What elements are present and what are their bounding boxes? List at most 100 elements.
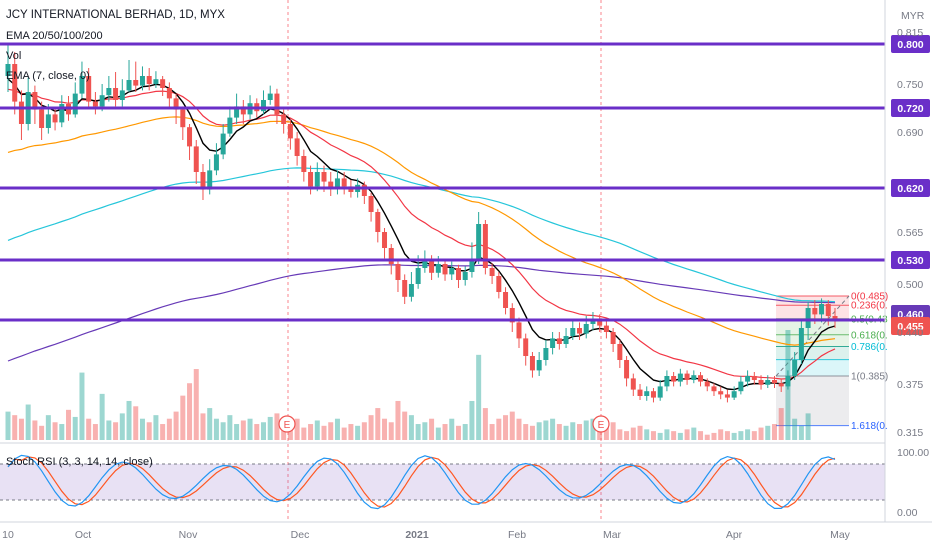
volume-bar — [435, 427, 441, 440]
candle-body — [556, 338, 562, 344]
candle-body — [220, 133, 226, 155]
volume-bar — [193, 369, 199, 440]
volume-bar — [637, 425, 643, 440]
volume-bar — [119, 413, 125, 440]
fib-label-1: 0.236(0. — [851, 301, 888, 312]
fib-label-0: 0(0.485) — [851, 292, 888, 303]
time-tick-label: Mar — [603, 529, 622, 541]
price-tick-label: 0.565 — [897, 227, 923, 239]
candle-body — [388, 248, 394, 264]
volume-bar — [469, 400, 475, 440]
candle-body — [442, 264, 448, 275]
volume-bar — [577, 424, 583, 440]
volume-bar — [698, 431, 704, 440]
candle-body — [375, 212, 381, 232]
volume-bar — [509, 411, 515, 440]
candle-body — [334, 178, 340, 188]
volume-bar — [503, 415, 509, 440]
candle-body — [718, 391, 724, 395]
candle-body — [382, 232, 388, 248]
candle-body — [536, 360, 542, 371]
volume-bar — [624, 431, 630, 440]
volume-bar — [59, 424, 65, 440]
candle-body — [650, 391, 656, 398]
candle-body — [489, 268, 495, 276]
ema200-line — [7, 264, 836, 362]
level-label-0.530-bg — [891, 251, 930, 269]
volume-bar — [240, 420, 246, 440]
candlestick-series — [5, 44, 838, 403]
volume-bar — [139, 418, 145, 440]
volume-bar — [321, 425, 327, 440]
candle-body — [361, 184, 367, 196]
volume-bar — [355, 425, 361, 440]
candle-body — [422, 260, 428, 268]
legend-stoch-rsi[interactable]: Stoch RSI (3, 3, 14, 14, close) — [6, 456, 153, 468]
osc-tick-label: 0.00 — [897, 507, 918, 519]
volume-bar — [496, 418, 502, 440]
candle-body — [516, 322, 522, 339]
volume-bar — [39, 425, 45, 440]
level-label-0.620-bg — [891, 179, 930, 197]
volume-bar — [227, 415, 233, 440]
candle-body — [529, 356, 535, 371]
level-label-0.800-bg — [891, 35, 930, 53]
candle-body — [476, 224, 482, 260]
candle-body — [657, 386, 663, 398]
fib-zone-2 — [776, 318, 849, 335]
candle-body — [429, 260, 435, 273]
candle-body — [691, 375, 697, 380]
volume-bar — [86, 418, 92, 440]
volume-bar — [213, 418, 219, 440]
volume-bar — [220, 422, 226, 440]
legend-ema-group[interactable]: EMA 20/50/100/200 — [6, 30, 103, 42]
time-tick-label: Feb — [508, 529, 526, 541]
candle-body — [294, 138, 300, 156]
osc-tick-label: 100.00 — [897, 447, 929, 459]
candle-body — [758, 380, 764, 385]
earnings-marker-1 — [592, 415, 610, 433]
candle-body — [805, 308, 811, 328]
price-tick-label: 0.500 — [897, 279, 923, 291]
price-tick-label: 0.750 — [897, 79, 923, 91]
candle-body — [738, 381, 744, 392]
volume-bar — [32, 420, 38, 440]
candle-body — [523, 338, 529, 356]
price-tick-label: 0.375 — [897, 379, 923, 391]
candle-body — [113, 88, 119, 100]
candle-body — [798, 328, 804, 360]
legend-volume[interactable]: Vol — [6, 50, 22, 62]
volume-bar — [691, 427, 697, 440]
candle-body — [106, 88, 112, 96]
volume-bar — [792, 418, 798, 440]
candle-body — [139, 76, 145, 86]
candle-body — [751, 376, 757, 380]
volume-bar — [308, 424, 314, 440]
volume-bar — [126, 400, 132, 440]
volume-bar — [449, 418, 455, 440]
candle-body — [455, 268, 461, 280]
candle-body — [99, 95, 105, 107]
currency-label: MYR — [901, 10, 925, 22]
volume-bar — [314, 420, 320, 440]
earnings-marker-0 — [278, 415, 296, 433]
candle-body — [603, 325, 609, 332]
fib-label-6: 1.618(0. — [851, 421, 888, 432]
candle-body — [771, 380, 777, 384]
volume-bar — [361, 422, 367, 440]
volume-bar — [758, 427, 764, 440]
candle-body — [146, 76, 152, 84]
candle-body — [79, 76, 85, 94]
candle-body — [173, 98, 179, 110]
volume-bar — [677, 432, 683, 440]
legend-ema7[interactable]: EMA (7, close, 0) — [6, 70, 90, 82]
current-price-label: 0.455 — [897, 321, 923, 333]
candle-body — [698, 375, 704, 382]
candle-body — [610, 332, 616, 344]
earnings-marker-label-0: E — [284, 420, 291, 431]
candle-body — [577, 328, 583, 334]
candle-body — [18, 101, 24, 124]
candle-body — [509, 308, 515, 323]
